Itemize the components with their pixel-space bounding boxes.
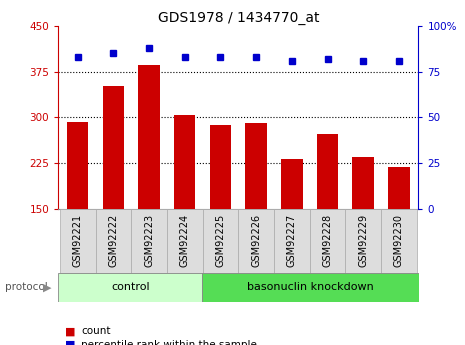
Bar xyxy=(58,273,202,302)
Text: percentile rank within the sample: percentile rank within the sample xyxy=(81,340,257,345)
Text: GSM92227: GSM92227 xyxy=(287,214,297,267)
Bar xyxy=(67,121,88,209)
Bar xyxy=(352,157,374,209)
Bar xyxy=(103,86,124,209)
Text: basonuclin knockdown: basonuclin knockdown xyxy=(247,282,374,292)
Bar xyxy=(281,159,303,209)
Text: GSM92228: GSM92228 xyxy=(323,214,332,267)
Bar xyxy=(202,273,418,302)
Bar xyxy=(310,209,345,273)
Text: GSM92222: GSM92222 xyxy=(108,214,119,267)
Bar xyxy=(167,209,203,273)
Text: protocol: protocol xyxy=(5,282,47,292)
Bar xyxy=(174,116,195,209)
Text: control: control xyxy=(111,282,150,292)
Text: GSM92223: GSM92223 xyxy=(144,214,154,267)
Bar xyxy=(345,209,381,273)
Text: GSM92230: GSM92230 xyxy=(394,214,404,267)
Text: ■: ■ xyxy=(65,326,76,336)
Bar xyxy=(388,167,410,209)
Bar xyxy=(274,209,310,273)
Text: GSM92221: GSM92221 xyxy=(73,214,83,267)
Bar xyxy=(381,209,417,273)
Text: count: count xyxy=(81,326,111,336)
Text: GSM92229: GSM92229 xyxy=(358,214,368,267)
Bar xyxy=(246,124,267,209)
Text: ▶: ▶ xyxy=(43,282,52,292)
Bar xyxy=(203,209,238,273)
Bar xyxy=(210,125,231,209)
Bar xyxy=(238,209,274,273)
Text: GSM92225: GSM92225 xyxy=(215,214,226,267)
Text: GSM92224: GSM92224 xyxy=(180,214,190,267)
Bar xyxy=(96,209,131,273)
Text: ■: ■ xyxy=(65,340,76,345)
Bar xyxy=(317,134,338,209)
Bar xyxy=(131,209,167,273)
Title: GDS1978 / 1434770_at: GDS1978 / 1434770_at xyxy=(158,11,319,25)
Bar xyxy=(60,209,96,273)
Text: GSM92226: GSM92226 xyxy=(251,214,261,267)
Bar xyxy=(139,66,160,209)
